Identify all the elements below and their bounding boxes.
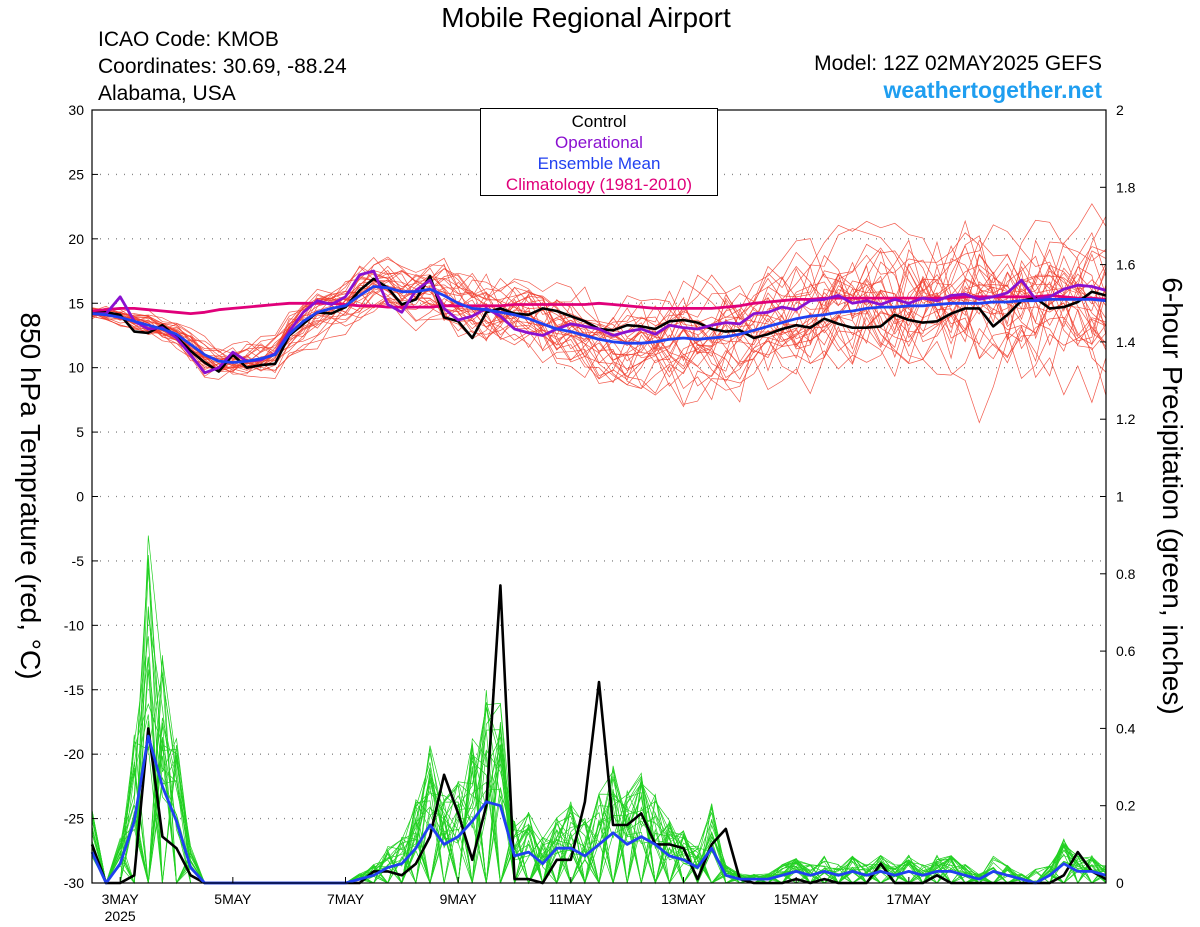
x-tick-label: 7MAY bbox=[327, 891, 365, 907]
temp-ensemble-mean-line bbox=[91, 285, 1107, 364]
precipitation-member-line bbox=[91, 737, 1106, 884]
precipitation-member-line bbox=[91, 559, 1107, 885]
precipitation-member-line bbox=[92, 567, 1107, 884]
left-tick-label: 15 bbox=[68, 295, 84, 311]
right-tick-label: 0.4 bbox=[1116, 720, 1136, 736]
model-run: Model: 12Z 02MAY2025 GEFS bbox=[814, 52, 1102, 75]
x-tick-label: 9MAY bbox=[440, 891, 478, 907]
temperature-member-line bbox=[91, 203, 1107, 403]
left-tick-label: 10 bbox=[68, 360, 84, 376]
right-tick-label: 1.4 bbox=[1116, 334, 1136, 350]
left-tick-label: -20 bbox=[64, 746, 84, 762]
legend-ensemble-mean: Ensemble Mean bbox=[537, 154, 661, 173]
left-tick-label: -30 bbox=[64, 875, 84, 891]
temperature-member-line bbox=[91, 219, 1107, 372]
region: Alabama, USA bbox=[98, 82, 236, 105]
left-tick-label: -5 bbox=[72, 553, 85, 569]
x-tick-label: 3MAY bbox=[102, 891, 140, 907]
precip-ensemble-mean-line bbox=[90, 734, 1107, 885]
right-axis-ticks: 2 1.8 1.6 1.4 1.2 1 0.8 0.6 0.4 0.2 0 bbox=[1100, 102, 1136, 891]
precipitation-member-line bbox=[92, 669, 1107, 884]
temp-climatology-1981-2010-line bbox=[91, 294, 1107, 316]
temperature-member-line bbox=[91, 232, 1107, 371]
legend-control: Control bbox=[571, 112, 627, 131]
left-tick-label: -15 bbox=[64, 682, 84, 698]
chart-title: Mobile Regional Airport bbox=[441, 2, 731, 33]
right-tick-label: 1.8 bbox=[1116, 179, 1136, 195]
temperature-member-line bbox=[91, 253, 1107, 401]
x-tick-label: 13MAY bbox=[661, 891, 707, 907]
left-tick-label: 0 bbox=[76, 489, 84, 505]
precipitation-member-line bbox=[91, 672, 1107, 885]
left-tick-label: 25 bbox=[68, 166, 84, 182]
legend-climatology: Climatology (1981-2010) bbox=[505, 175, 693, 194]
right-tick-label: 0.2 bbox=[1116, 798, 1136, 814]
right-tick-label: 0.8 bbox=[1116, 566, 1136, 582]
x-tick-label: 11MAY bbox=[549, 891, 593, 907]
right-tick-label: 1.6 bbox=[1116, 257, 1136, 273]
precip-control-line bbox=[90, 584, 1107, 885]
right-axis-label: 6-hour Precipitation (green, inches) bbox=[1157, 277, 1188, 715]
left-tick-label: -25 bbox=[64, 811, 84, 827]
right-tick-label: 2 bbox=[1116, 102, 1124, 118]
left-tick-label: 5 bbox=[76, 424, 84, 440]
legend-operational: Operational bbox=[555, 133, 643, 152]
legend: Control Operational Ensemble Mean Climat… bbox=[480, 108, 718, 196]
temperature-member-line bbox=[91, 239, 1107, 384]
temperature-member-line bbox=[91, 216, 1107, 405]
right-tick-label: 0 bbox=[1116, 875, 1124, 891]
x-tick-label: 15MAY bbox=[774, 891, 820, 907]
grid-lines bbox=[92, 173, 1106, 820]
precipitation-ensemble-members bbox=[91, 535, 1107, 885]
x-tick-label: 5MAY bbox=[214, 891, 252, 907]
left-axis-label: 850 hPa Temprature (red, °C) bbox=[15, 312, 46, 680]
temperature-member-line bbox=[91, 239, 1107, 370]
temperature-member-line bbox=[91, 264, 1107, 374]
precipitation-member-line bbox=[91, 554, 1106, 885]
left-tick-label: 30 bbox=[68, 102, 84, 118]
right-tick-label: 1.2 bbox=[1116, 411, 1136, 427]
left-axis-ticks: 30 25 20 15 10 5 0 -5 -10 -15 -20 -25 -30 bbox=[64, 102, 98, 891]
left-tick-label: 20 bbox=[68, 231, 84, 247]
precipitation-member-line bbox=[91, 738, 1107, 884]
temperature-member-line bbox=[91, 274, 1107, 378]
left-tick-label: -10 bbox=[64, 617, 84, 633]
coordinates: Coordinates: 30.69, -88.24 bbox=[98, 55, 347, 78]
x-tick-label: 17MAY bbox=[886, 891, 932, 907]
precipitation-member-line bbox=[91, 676, 1106, 884]
icao-code: ICAO Code: KMOB bbox=[98, 28, 279, 51]
x-tick-sublabel: 2025 bbox=[105, 908, 136, 924]
temperature-member-line bbox=[91, 255, 1107, 377]
precipitation-member-line bbox=[91, 714, 1107, 885]
site-link[interactable]: weathertogether.net bbox=[883, 77, 1102, 103]
right-tick-label: 1 bbox=[1116, 489, 1124, 505]
right-tick-label: 0.6 bbox=[1116, 643, 1136, 659]
temperature-member-line bbox=[91, 245, 1107, 391]
